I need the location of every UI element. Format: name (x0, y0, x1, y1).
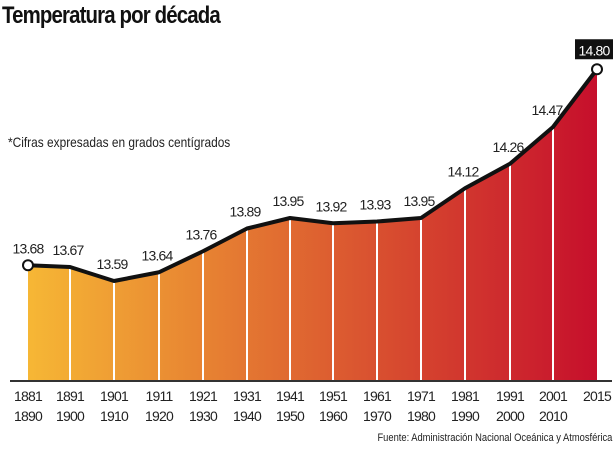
data-label: 13.89 (229, 204, 261, 220)
data-label: 14.26 (492, 139, 524, 155)
x-tick-label: 1981 (451, 388, 480, 404)
data-label: 13.95 (403, 193, 435, 209)
x-tick-label: 1991 (496, 388, 525, 404)
end-marker (591, 63, 603, 76)
x-tick-label: 1931 (233, 388, 262, 404)
x-tick-label: 1910 (100, 408, 129, 424)
data-label: 13.95 (272, 193, 304, 209)
x-tick-label: 1890 (14, 408, 43, 424)
x-tick-label: 1920 (145, 408, 174, 424)
area-fill (28, 69, 597, 380)
x-tick-label: 1921 (189, 388, 218, 404)
data-label: 13.76 (185, 226, 217, 242)
data-label: 13.92 (315, 198, 347, 214)
x-tick-label: 1970 (363, 408, 392, 424)
chart-subtitle: *Cifras expresadas en grados centígrados (8, 134, 231, 150)
x-tick-label: 1940 (233, 408, 262, 424)
x-tick-label: 1990 (451, 408, 480, 424)
highlight-box (575, 39, 613, 60)
x-tick-label: 1911 (146, 388, 174, 404)
x-tick-label: 1881 (14, 388, 43, 404)
x-tick-label: 2001 (539, 388, 568, 404)
x-tick-label: 1901 (100, 388, 129, 404)
x-tick-label: 1930 (189, 408, 218, 424)
end-marker (22, 259, 34, 272)
data-label: 13.59 (96, 256, 128, 272)
chart-title: Temperatura por década (2, 2, 221, 29)
x-tick-label: 1941 (276, 388, 305, 404)
data-label: 14.12 (447, 163, 479, 179)
data-label: 14.80 (578, 42, 610, 58)
x-tick-label: 1951 (319, 388, 348, 404)
x-tick-label: 1960 (319, 408, 348, 424)
x-tick-label: 1961 (363, 388, 392, 404)
x-tick-label: 2010 (539, 408, 568, 424)
x-tick-label: 2000 (496, 408, 525, 424)
data-label: 13.64 (141, 247, 173, 263)
data-label: 13.67 (52, 242, 84, 258)
x-tick-label: 1891 (56, 388, 85, 404)
x-tick-label: 1980 (407, 408, 436, 424)
series-line (27, 68, 599, 283)
x-tick-label: 1950 (276, 408, 305, 424)
x-tick-label: 2015 (583, 388, 612, 404)
data-label: 13.68 (12, 240, 44, 256)
chart-source: Fuente: Administración Nacional Oceánica… (377, 432, 612, 444)
data-label: 14.47 (531, 102, 563, 118)
x-tick-label: 1971 (407, 388, 436, 404)
data-label: 13.93 (359, 197, 391, 213)
x-tick-label: 1900 (56, 408, 85, 424)
